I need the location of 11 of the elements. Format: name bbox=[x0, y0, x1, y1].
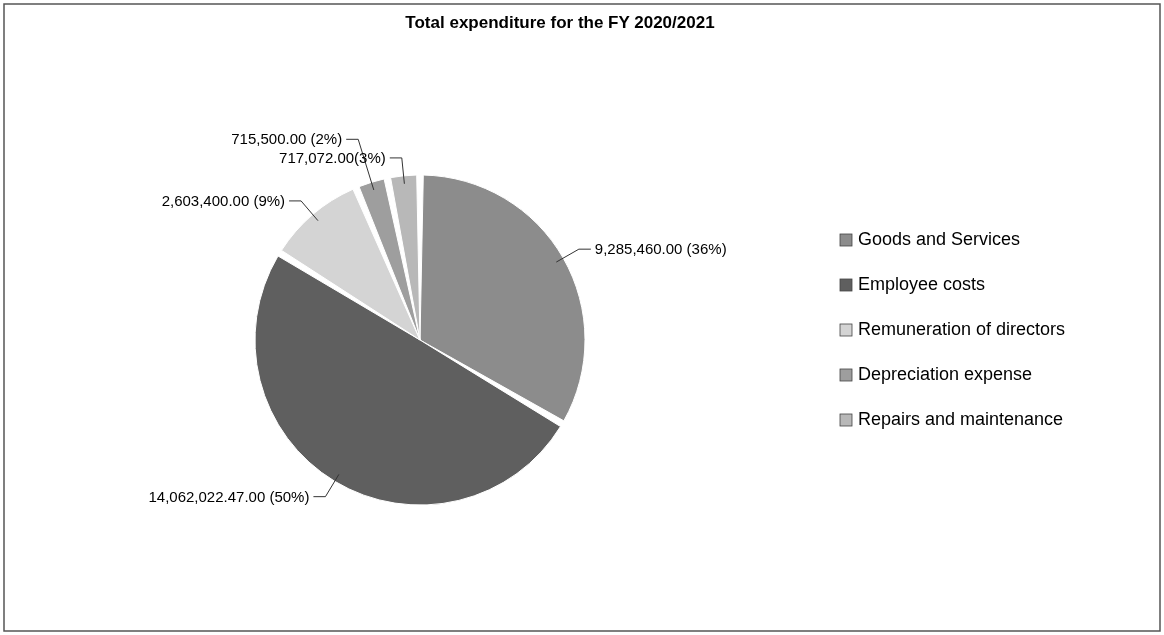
data-label: 717,072.00(3%) bbox=[279, 148, 386, 166]
legend-label: Employee costs bbox=[858, 274, 986, 294]
chart-title: Total expenditure for the FY 2020/2021 bbox=[405, 13, 715, 32]
data-label: 9,285,460.00 (36%) bbox=[594, 240, 727, 258]
legend-label: Remuneration of directors bbox=[858, 319, 1066, 339]
legend-label: Goods and Services bbox=[858, 229, 1021, 249]
legend-label: Repairs and maintenance bbox=[858, 409, 1064, 429]
data-label: 2,603,400.00 (9%) bbox=[161, 191, 286, 209]
legend-label: Depreciation expense bbox=[858, 364, 1033, 384]
data-label: 715,500.00 (2%) bbox=[231, 130, 343, 148]
data-label: 14,062,022.47.00 (50%) bbox=[148, 487, 310, 505]
